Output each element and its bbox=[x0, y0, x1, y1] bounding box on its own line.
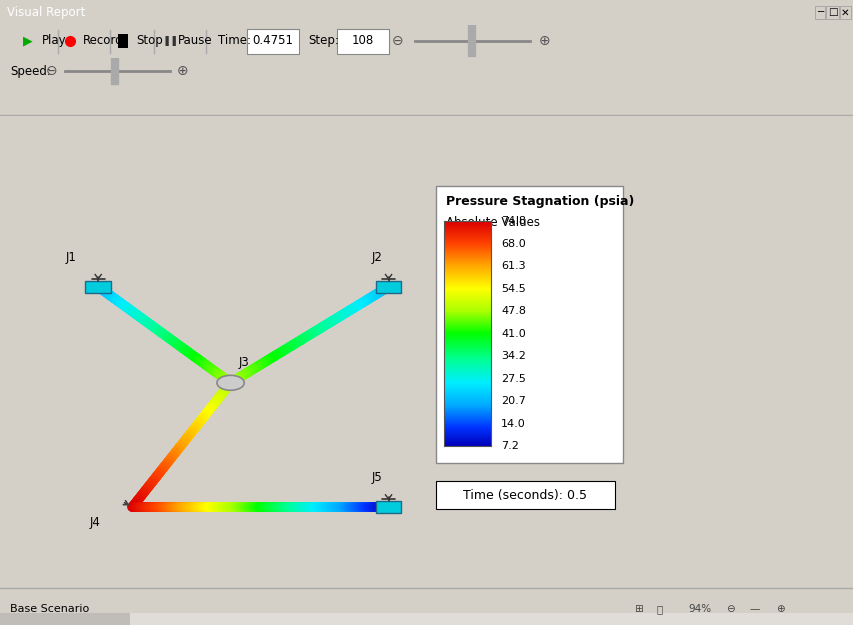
Text: ⊕: ⊕ bbox=[775, 604, 783, 614]
Text: ⊖: ⊖ bbox=[46, 64, 58, 78]
Text: 34.2: 34.2 bbox=[501, 351, 525, 361]
Text: J1: J1 bbox=[66, 251, 77, 264]
Text: 54.5: 54.5 bbox=[501, 284, 525, 294]
Text: Record: Record bbox=[83, 34, 124, 47]
FancyBboxPatch shape bbox=[375, 281, 401, 293]
FancyBboxPatch shape bbox=[337, 29, 389, 54]
Text: 74.8: 74.8 bbox=[501, 216, 525, 226]
Text: 47.8: 47.8 bbox=[501, 306, 525, 316]
Text: Step:: Step: bbox=[308, 34, 339, 47]
Text: 27.5: 27.5 bbox=[501, 374, 525, 384]
Text: 94%: 94% bbox=[688, 604, 711, 614]
Bar bbox=[0, 612, 130, 625]
Circle shape bbox=[217, 376, 244, 391]
Text: J3: J3 bbox=[239, 356, 250, 369]
Text: Time:: Time: bbox=[218, 34, 251, 47]
Text: Visual Report: Visual Report bbox=[7, 6, 85, 19]
FancyBboxPatch shape bbox=[85, 281, 111, 293]
Text: 0.4751: 0.4751 bbox=[252, 34, 293, 47]
Bar bbox=[118, 34, 128, 48]
Bar bbox=[0, 612, 853, 625]
Text: Absolute Values: Absolute Values bbox=[445, 216, 539, 229]
Text: Time (seconds): 0.5: Time (seconds): 0.5 bbox=[462, 489, 587, 502]
Text: —: — bbox=[749, 604, 759, 614]
Text: ⊕: ⊕ bbox=[177, 64, 189, 78]
Text: ⊖: ⊖ bbox=[725, 604, 734, 614]
Text: 🔍: 🔍 bbox=[656, 604, 662, 614]
FancyBboxPatch shape bbox=[435, 481, 614, 509]
Text: ❚❚: ❚❚ bbox=[163, 36, 179, 46]
Text: 61.3: 61.3 bbox=[501, 261, 525, 271]
Text: J2: J2 bbox=[371, 251, 382, 264]
Text: □: □ bbox=[827, 8, 837, 18]
Text: Base Scenario: Base Scenario bbox=[10, 604, 90, 614]
Text: 68.0: 68.0 bbox=[501, 239, 525, 249]
Text: Play: Play bbox=[42, 34, 67, 47]
Text: ⊞: ⊞ bbox=[633, 604, 641, 614]
Text: 20.7: 20.7 bbox=[501, 396, 525, 406]
Text: ⊕: ⊕ bbox=[538, 34, 550, 48]
Text: ▶: ▶ bbox=[23, 34, 32, 47]
Text: 41.0: 41.0 bbox=[501, 329, 525, 339]
Text: ✕: ✕ bbox=[840, 8, 849, 18]
Text: ⊖: ⊖ bbox=[392, 34, 403, 48]
FancyBboxPatch shape bbox=[375, 501, 401, 513]
Text: J4: J4 bbox=[90, 516, 101, 529]
Text: ─: ─ bbox=[815, 8, 822, 18]
Text: 108: 108 bbox=[351, 34, 374, 47]
FancyBboxPatch shape bbox=[247, 29, 299, 54]
Text: 7.2: 7.2 bbox=[501, 441, 519, 451]
Text: 14.0: 14.0 bbox=[501, 419, 525, 429]
Text: J5: J5 bbox=[371, 471, 382, 484]
Text: Pause: Pause bbox=[177, 34, 212, 47]
Text: Pressure Stagnation (psia): Pressure Stagnation (psia) bbox=[445, 196, 634, 208]
Text: Speed:: Speed: bbox=[10, 64, 51, 78]
FancyBboxPatch shape bbox=[435, 186, 623, 462]
Text: Stop: Stop bbox=[136, 34, 163, 47]
